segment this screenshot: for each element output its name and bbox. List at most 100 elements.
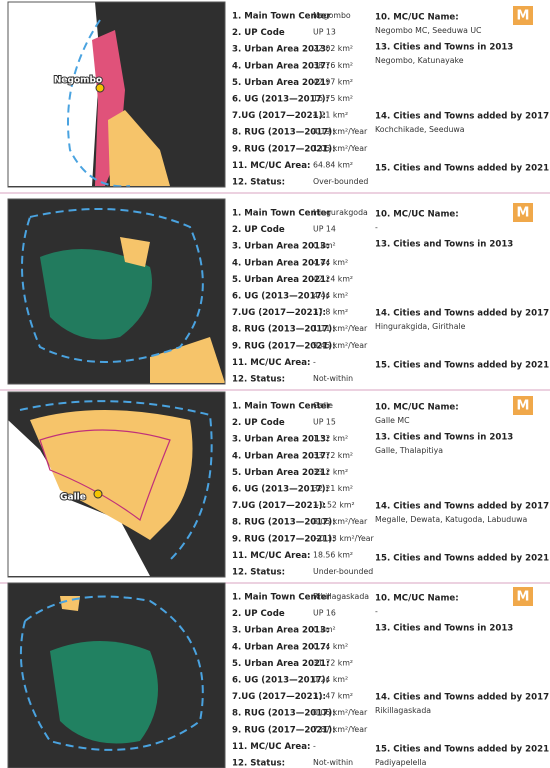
attribute-value: 31.47 km² bbox=[313, 692, 353, 701]
attribute-label: 1. Main Town Center bbox=[232, 593, 332, 603]
attribute-label: 8. RUG (2013—2017): bbox=[232, 518, 336, 528]
attribute-label: 6. UG (2013—2017): bbox=[232, 95, 329, 105]
attribute-value: 4.19 km²/Year bbox=[313, 127, 368, 136]
attribute-label: 7.UG (2017—2021): bbox=[232, 692, 326, 702]
sea bbox=[8, 2, 78, 186]
badge-letter: M bbox=[517, 399, 530, 414]
attribute-label: 2. UP Code bbox=[232, 609, 285, 619]
section-heading: 10. MC/UC Name: bbox=[375, 13, 459, 23]
urban-old bbox=[30, 410, 193, 540]
attribute-label: 2. UP Code bbox=[232, 225, 285, 235]
section-heading: 15. Cities and Towns added by 2021 bbox=[375, 164, 549, 174]
map-label: Galle bbox=[60, 493, 86, 503]
attribute-label: 7.UG (2017—2021): bbox=[232, 308, 326, 318]
attribute-value: −0.52 km² bbox=[313, 501, 355, 510]
section-value: Negombo, Katunayake bbox=[375, 56, 464, 65]
section-heading: 15. Cities and Towns added by 2021 bbox=[375, 554, 549, 564]
section-heading: 13. Cities and Towns in 2013 bbox=[375, 624, 513, 634]
section-value: Rikillagaskada bbox=[375, 706, 431, 715]
section-value: Padiyapelella bbox=[375, 758, 427, 767]
attribute-value: 42.24 km² bbox=[313, 274, 353, 283]
attribute-value: 4.44 km² bbox=[313, 258, 348, 267]
attribute-value: 22.02 km² bbox=[313, 44, 353, 53]
attribute-label: 2. UP Code bbox=[232, 28, 285, 38]
section-value: Megalle, Dewata, Katugoda, Labuduwa bbox=[375, 515, 528, 524]
map-frame bbox=[7, 198, 226, 385]
badge bbox=[513, 6, 533, 25]
section-value: - bbox=[375, 607, 378, 616]
attribute-label: 2. UP Code bbox=[232, 418, 285, 428]
section-value: Kochchikade, Seeduwa bbox=[375, 125, 465, 134]
attribute-value: 42.97 km² bbox=[313, 77, 353, 86]
attribute-label: 11. MC/UC Area: bbox=[232, 742, 310, 752]
attribute-value: 38.76 km² bbox=[313, 61, 353, 70]
attribute-label: 12. Status: bbox=[232, 759, 285, 768]
attribute-value: 18.56 km² bbox=[313, 550, 353, 559]
attribute-label: 1. Main Town Center bbox=[232, 12, 332, 22]
attribute-label: 8. RUG (2013—2017): bbox=[232, 709, 336, 719]
attribute-label: 8. RUG (2013—2017): bbox=[232, 325, 336, 335]
attribute-value: 0.06 km²/Year bbox=[313, 708, 368, 717]
attribute-label: 3. Urban Area 2013: bbox=[232, 242, 329, 252]
attribute-value: Under-bounded bbox=[313, 567, 373, 576]
attribute-label: 5. Urban Area 2021: bbox=[232, 659, 329, 669]
attribute-value: 33.2 km² bbox=[313, 467, 348, 476]
attribute-value: 1.05 km²/Year bbox=[313, 144, 368, 153]
attribute-label: 6. UG (2013—2017): bbox=[232, 292, 329, 302]
section-heading: 13. Cities and Towns in 2013 bbox=[375, 43, 513, 53]
section-heading: 10. MC/UC Name: bbox=[375, 210, 459, 220]
attribute-value: 32.21 km² bbox=[313, 484, 353, 493]
section-heading: 14. Cities and Towns added by 2017 bbox=[375, 309, 549, 319]
attribute-label: 6. UG (2013—2017): bbox=[232, 676, 329, 686]
attribute-label: 4. Urban Area 2017: bbox=[232, 451, 329, 461]
attribute-label: 4. Urban Area 2017: bbox=[232, 61, 329, 71]
attribute-value: 0 km² bbox=[313, 625, 336, 634]
attribute-value: 4.21 km² bbox=[313, 111, 348, 120]
attribute-label: 1. Main Town Center bbox=[232, 402, 332, 412]
attribute-label: 12. Status: bbox=[232, 178, 285, 188]
section-value: - bbox=[375, 223, 378, 232]
attribute-label: 11. MC/UC Area: bbox=[232, 161, 310, 171]
map-frame bbox=[7, 1, 226, 188]
attribute-label: 9. RUG (2017—2021): bbox=[232, 725, 336, 735]
attribute-value: 64.84 km² bbox=[313, 160, 353, 169]
badge-letter: M bbox=[517, 590, 530, 605]
boundary bbox=[21, 208, 204, 363]
attribute-value: 1.11 km²/Year bbox=[313, 324, 368, 333]
attribute-value: UP 13 bbox=[313, 28, 336, 37]
center bbox=[95, 83, 105, 93]
badge bbox=[513, 203, 533, 222]
mc-boundary bbox=[39, 429, 171, 521]
attribute-value: Rikillagaskada bbox=[313, 592, 369, 601]
attribute-value: - bbox=[313, 741, 316, 750]
attribute-label: 11. MC/UC Area: bbox=[232, 358, 310, 368]
attribute-value: 7.87 km²/Year bbox=[313, 725, 368, 734]
attribute-value: Negombo bbox=[313, 11, 351, 20]
map: Negombo bbox=[7, 1, 226, 188]
section-heading: 14. Cities and Towns added by 2017 bbox=[375, 502, 549, 512]
section-heading: 10. MC/UC Name: bbox=[375, 403, 459, 413]
attribute-value: Over-bounded bbox=[313, 177, 368, 186]
section-heading: 14. Cities and Towns added by 2017 bbox=[375, 112, 549, 122]
attribute-label: 12. Status: bbox=[232, 568, 285, 578]
badge-letter: M bbox=[517, 206, 530, 221]
section-heading: 15. Cities and Towns added by 2021 bbox=[375, 745, 549, 755]
attribute-value: 31.72 km² bbox=[313, 658, 353, 667]
attribute-label: 5. Urban Area 2021: bbox=[232, 275, 329, 285]
attribute-value: Not-within bbox=[313, 758, 353, 767]
attribute-label: 12. Status: bbox=[232, 375, 285, 385]
attribute-value: 16.75 km² bbox=[313, 94, 353, 103]
attribute-label: 3. Urban Area 2013: bbox=[232, 626, 329, 636]
section-heading: 10. MC/UC Name: bbox=[375, 594, 459, 604]
attribute-value: 37.8 km² bbox=[313, 308, 348, 317]
sea bbox=[8, 420, 150, 576]
map: Galle bbox=[7, 391, 226, 578]
attribute-label: 9. RUG (2017—2021): bbox=[232, 341, 336, 351]
attribute-value: UP 16 bbox=[313, 609, 336, 618]
section-heading: 13. Cities and Towns in 2013 bbox=[375, 433, 513, 443]
attribute-value: 33.72 km² bbox=[313, 451, 353, 460]
